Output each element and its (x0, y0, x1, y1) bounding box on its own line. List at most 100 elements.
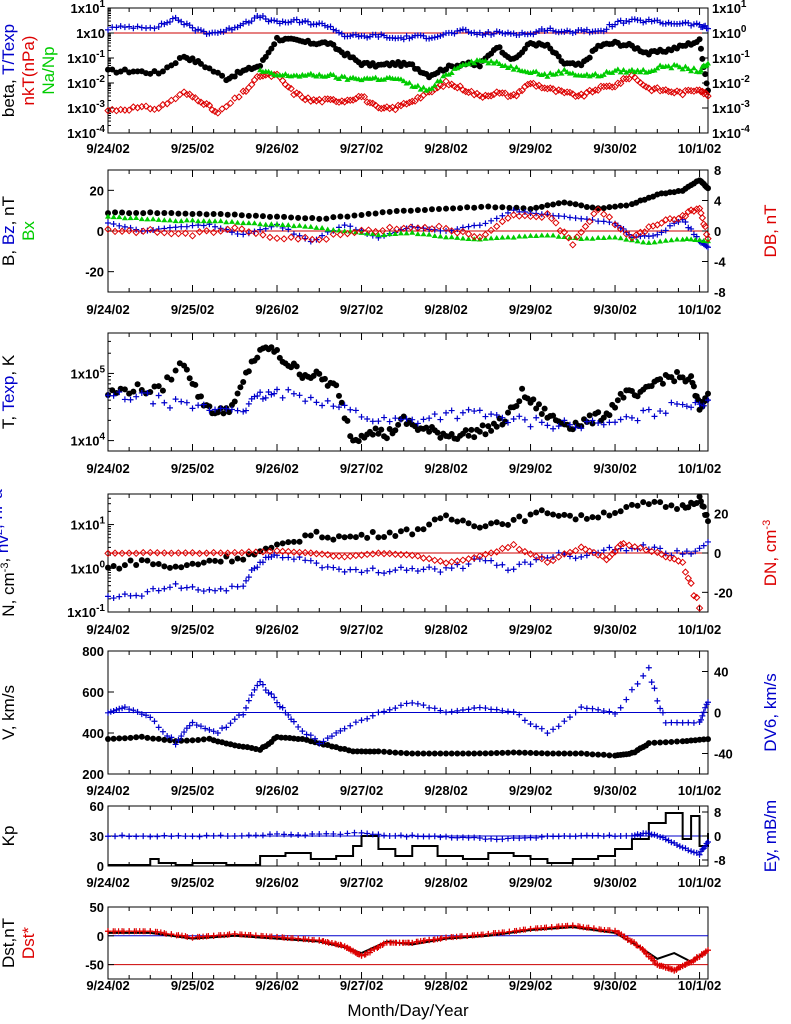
data-point (189, 719, 196, 726)
data-point (648, 679, 655, 686)
data-point (338, 942, 345, 949)
data-point (310, 372, 317, 379)
data-point (600, 421, 607, 428)
data-point (161, 563, 168, 570)
data-point (428, 206, 435, 213)
data-point (603, 26, 610, 33)
data-point (285, 222, 292, 228)
data-point (585, 924, 592, 931)
data-point (578, 512, 585, 519)
data-point (358, 717, 365, 724)
data-point (697, 45, 704, 52)
data-point (625, 541, 633, 549)
data-point (657, 739, 664, 746)
data-point (674, 369, 681, 376)
data-point (392, 427, 399, 434)
data-point (125, 549, 133, 557)
data-point (279, 72, 286, 78)
data-point (513, 204, 520, 211)
data-point (155, 383, 162, 390)
data-point (702, 71, 709, 78)
data-point (200, 736, 207, 743)
data-point (324, 73, 331, 79)
data-point (313, 73, 320, 79)
data-point (421, 223, 429, 232)
data-point (252, 548, 260, 556)
data-point (381, 832, 388, 839)
series-b (105, 177, 711, 222)
data-point (337, 727, 344, 734)
data-point (578, 202, 585, 209)
data-point (247, 80, 256, 89)
data-point (617, 416, 624, 423)
data-point (403, 230, 410, 236)
data-point (606, 708, 613, 715)
data-point (555, 549, 562, 556)
data-point (406, 35, 413, 42)
data-point (674, 547, 681, 554)
data-point (490, 90, 498, 99)
data-point (200, 588, 207, 595)
data-point (654, 697, 661, 704)
data-point (216, 227, 225, 235)
data-point (616, 225, 625, 233)
data-point (368, 947, 375, 954)
data-point (437, 416, 444, 423)
data-point (134, 68, 141, 75)
data-point (640, 66, 647, 72)
data-point (324, 563, 331, 570)
data-point (505, 29, 511, 36)
data-point (238, 225, 246, 233)
x-tick-label: 10/1/02 (678, 461, 721, 476)
data-point (516, 835, 523, 842)
data-point (386, 231, 393, 237)
data-point (600, 234, 607, 240)
data-point (386, 568, 393, 575)
data-point (513, 64, 520, 70)
data-point (499, 414, 506, 421)
data-point (202, 227, 211, 235)
data-point (612, 419, 619, 426)
data-point (259, 213, 266, 220)
data-point (140, 833, 147, 840)
data-point (307, 394, 314, 401)
data-point (705, 699, 711, 706)
data-point (240, 556, 247, 563)
data-point (504, 214, 512, 222)
data-point (595, 751, 602, 758)
data-point (307, 97, 315, 105)
data-point (421, 207, 428, 214)
data-point (648, 18, 655, 25)
data-point (296, 19, 303, 26)
data-point (335, 227, 342, 233)
data-point (206, 30, 213, 37)
data-point (350, 748, 357, 755)
data-point (465, 235, 472, 241)
data-point (214, 729, 221, 736)
data-point (634, 393, 641, 400)
data-point (569, 70, 576, 76)
data-point (279, 540, 286, 547)
y-right-tick-label: -40 (714, 747, 733, 762)
data-point (468, 426, 475, 433)
data-point (414, 420, 421, 427)
data-point (409, 699, 416, 706)
data-point (240, 231, 247, 238)
data-point (538, 203, 545, 210)
data-point (597, 73, 604, 79)
data-point (493, 562, 500, 569)
data-point (364, 34, 371, 41)
data-point (223, 553, 230, 560)
data-point (524, 80, 532, 89)
data-point (682, 218, 689, 225)
x-tick-label: 9/29/02 (509, 461, 552, 476)
data-point (612, 927, 619, 934)
data-point (369, 712, 376, 719)
data-point (658, 229, 665, 236)
data-point (490, 60, 497, 66)
data-point (126, 833, 133, 840)
data-point (563, 88, 571, 96)
data-point (544, 232, 551, 238)
data-point (133, 214, 140, 220)
data-point (324, 735, 331, 742)
